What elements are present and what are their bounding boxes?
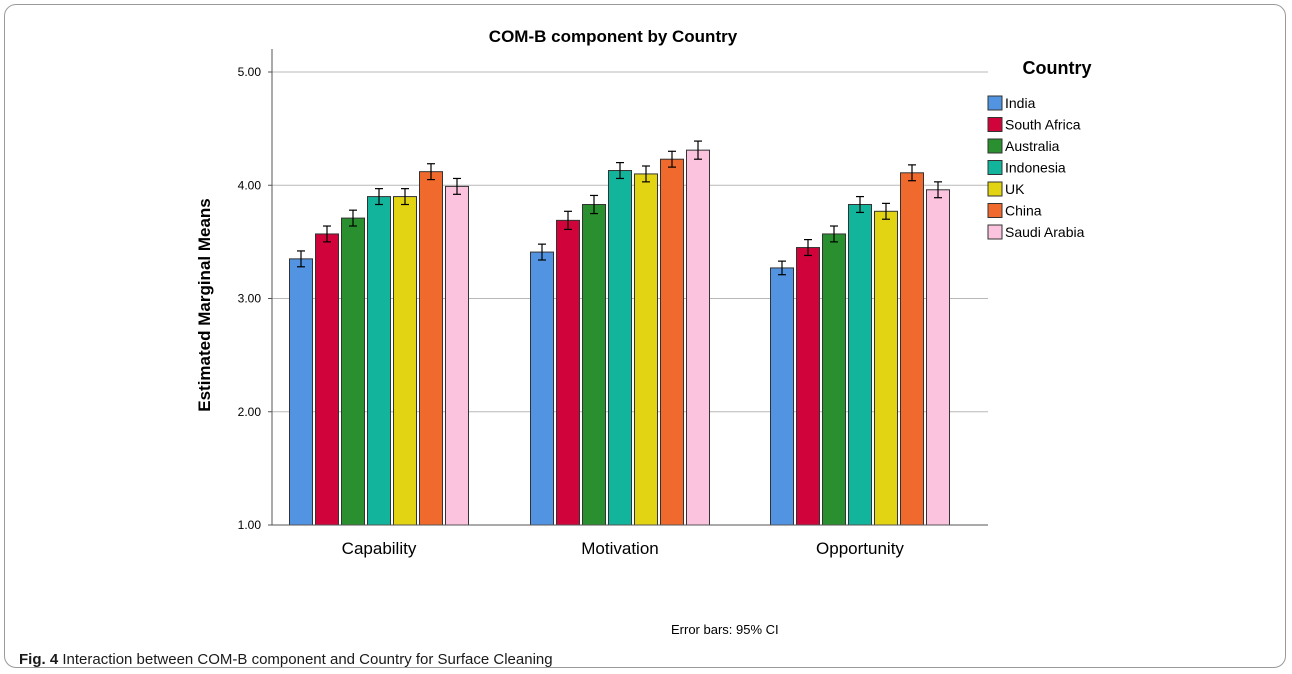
bar	[796, 247, 820, 526]
bar	[341, 217, 365, 526]
bar	[634, 173, 658, 526]
bar	[393, 196, 417, 526]
bar	[367, 196, 391, 526]
legend-swatch	[987, 95, 1003, 111]
bar	[770, 267, 794, 526]
caption-label: Fig. 4	[19, 651, 59, 668]
y-tick-label: 1.00	[238, 518, 262, 532]
legend-label: UK	[1005, 181, 1025, 197]
bar	[848, 204, 872, 526]
bar	[822, 233, 846, 526]
legend-label: Saudi Arabia	[1005, 224, 1085, 240]
bar	[582, 204, 606, 526]
bar	[926, 189, 950, 526]
y-tick-label: 2.00	[238, 405, 262, 419]
bar	[660, 158, 684, 526]
x-tick-label: Motivation	[581, 539, 658, 558]
bars	[289, 140, 950, 526]
x-tick-label: Opportunity	[816, 539, 904, 558]
y-tick-label: 3.00	[238, 292, 262, 306]
axes: 1.00 2.00 3.00 4.00 5.00 Capability Motivation…	[238, 49, 988, 558]
legend-label: South Africa	[1005, 117, 1081, 133]
bar	[686, 149, 710, 526]
bar	[315, 233, 339, 526]
legend-swatch	[987, 203, 1003, 218]
legend-label: Australia	[1005, 138, 1060, 154]
legend-label: China	[1005, 203, 1042, 219]
y-tick-label: 5.00	[238, 65, 262, 79]
caption-text: Interaction between COM-B component and …	[58, 651, 553, 668]
legend-swatch	[987, 181, 1003, 197]
legend-title: Country	[1023, 58, 1092, 78]
bar	[419, 171, 443, 526]
y-tick-label: 4.00	[238, 178, 262, 192]
legend-swatch	[987, 138, 1003, 154]
legend: India South Africa Australia Indonesia UK Chi…	[987, 95, 1085, 240]
bar	[556, 219, 580, 526]
bar	[530, 251, 554, 526]
legend-swatch	[987, 160, 1003, 175]
chart-title: COM-B component by Country	[489, 27, 738, 46]
legend-label: India	[1005, 95, 1036, 111]
figure-frame: 1.00 2.00 3.00 4.00 5.00 Capability Motivation…	[4, 4, 1286, 668]
legend-swatch	[987, 117, 1003, 132]
legend-label: Indonesia	[1005, 160, 1066, 176]
figure-caption: Fig. 4 Interaction between COM-B compone…	[19, 651, 553, 668]
chart: 1.00 2.00 3.00 4.00 5.00 Capability Motivation…	[195, 27, 1092, 637]
error-bar-note: Error bars: 95% CI	[671, 622, 779, 637]
x-tick-label: Capability	[342, 539, 417, 558]
bar	[874, 210, 898, 526]
y-axis-label: Estimated Marginal Means	[195, 198, 214, 412]
legend-swatch	[987, 224, 1003, 240]
bar	[900, 172, 924, 526]
bar	[608, 170, 632, 526]
bar	[445, 185, 469, 526]
bar	[289, 258, 313, 526]
